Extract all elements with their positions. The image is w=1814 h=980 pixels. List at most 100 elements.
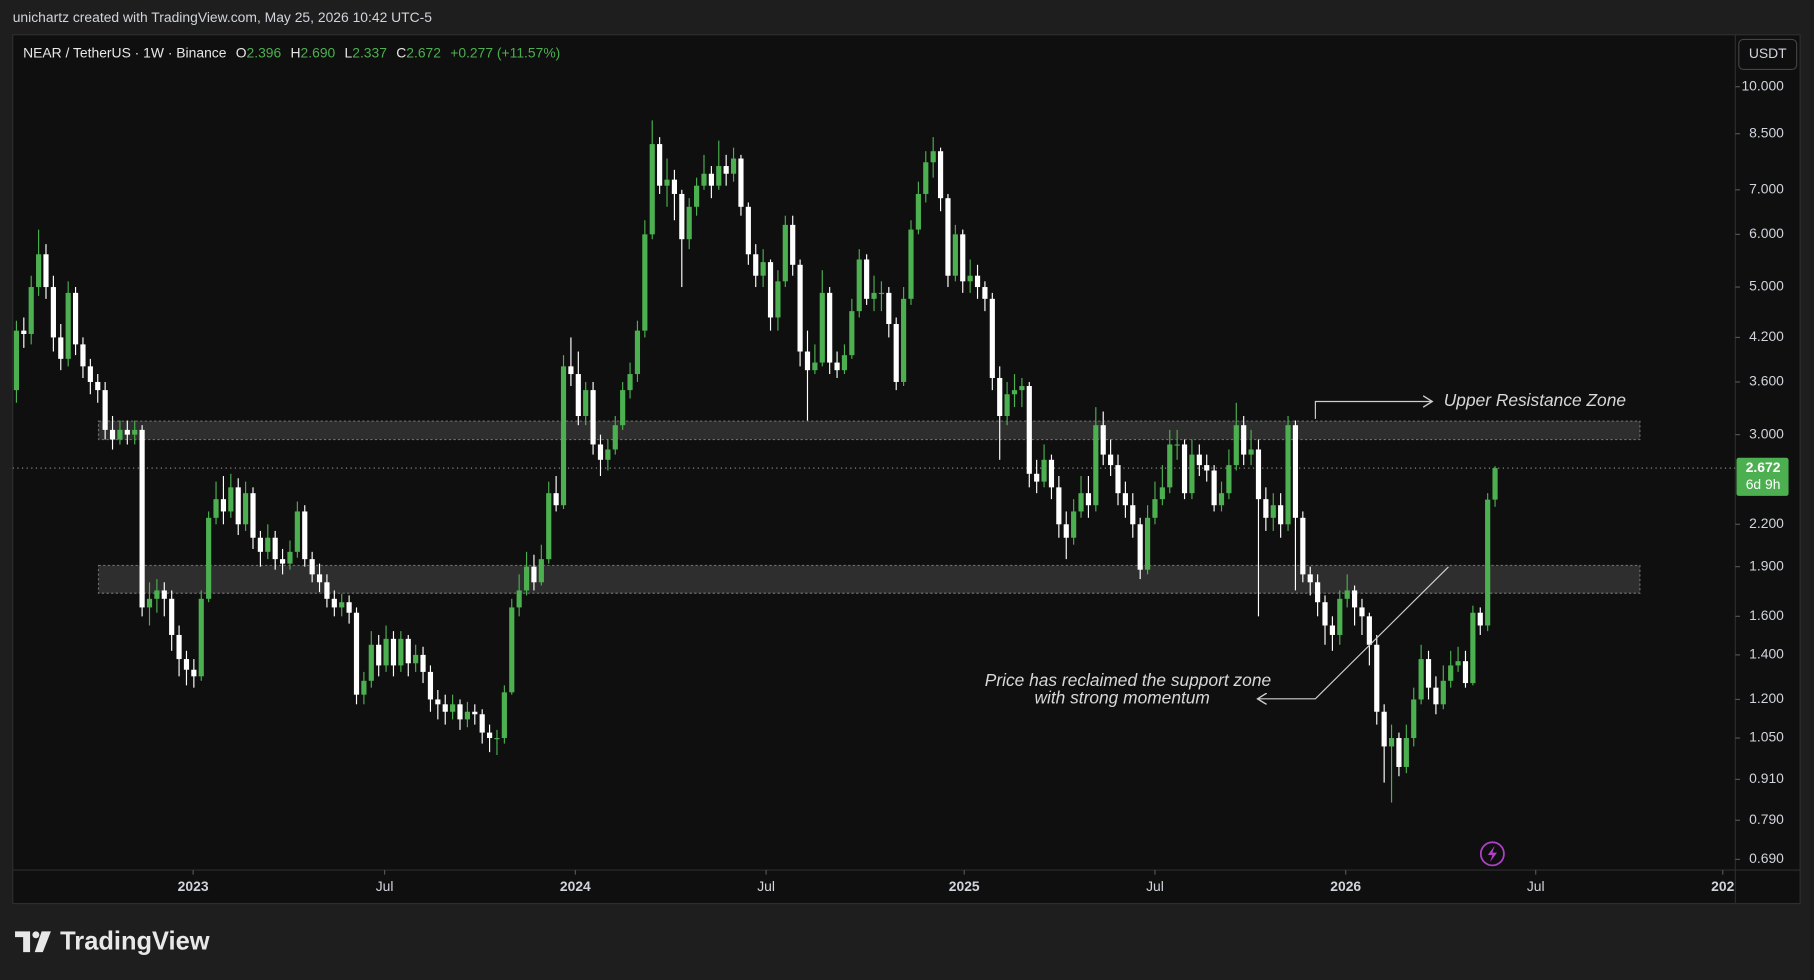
candle-body: [324, 582, 330, 599]
candle-body: [169, 598, 175, 635]
candle-body: [1448, 665, 1454, 681]
candle-body: [583, 390, 589, 417]
candle-body: [361, 680, 367, 695]
candle-body: [1063, 524, 1069, 538]
x-tick-label: 2026: [1330, 878, 1361, 894]
candle-body: [220, 499, 227, 512]
candle-body: [228, 487, 234, 512]
candle-body: [1255, 449, 1262, 500]
candle-body: [95, 381, 101, 391]
candle-body: [812, 362, 818, 371]
candle-body: [309, 559, 315, 575]
candle-body: [864, 259, 870, 299]
x-tick-label: 2024: [560, 878, 591, 894]
candle-body: [982, 287, 988, 299]
y-tick-label: 10.000: [1741, 77, 1784, 93]
candle-body: [1093, 425, 1099, 506]
candle-body: [1403, 738, 1409, 767]
x-tick-label: 2025: [949, 878, 980, 894]
candle-body: [80, 344, 86, 367]
candle-body: [679, 193, 685, 240]
candle-body: [1071, 511, 1077, 538]
candle-body: [620, 390, 626, 426]
zone: [97, 564, 1641, 594]
candle-body: [1381, 711, 1387, 747]
candle-body: [1034, 473, 1040, 482]
alert-bolt[interactable]: [1487, 845, 1498, 862]
annotations: Upper Resistance Zone Price has reclaime…: [985, 390, 1626, 707]
ohlc-key: C: [396, 44, 406, 60]
candle-body: [560, 366, 567, 506]
candle-body: [960, 234, 966, 282]
candle-body: [1115, 465, 1121, 494]
candle-body: [1233, 425, 1239, 466]
candle-body: [827, 292, 833, 363]
change: +0.277 (+11.57%): [450, 44, 560, 60]
candle-body: [915, 193, 921, 230]
logo-shape: [34, 931, 51, 953]
time-axis: 2023 Jul 2024 Jul 2025 Jul 2026 Jul 202: [178, 870, 1735, 894]
candle-body: [50, 287, 56, 338]
candle-body: [353, 612, 360, 695]
y-tick-label: 7.000: [1749, 180, 1784, 196]
candle-body: [1492, 468, 1498, 500]
candle-body: [479, 714, 485, 733]
candle-body: [250, 493, 256, 538]
candle-body: [1248, 449, 1254, 455]
x-tick-label: Jul: [376, 878, 394, 894]
y-tick-label: 1.200: [1749, 690, 1784, 706]
candle-body: [553, 493, 559, 506]
y-tick-label: 1.050: [1749, 729, 1784, 745]
y-tick-label: 1.600: [1749, 607, 1784, 623]
candle-body: [1048, 459, 1055, 488]
logo-shape: [15, 931, 31, 953]
symbol: NEAR / TetherUS · 1W · Binance: [23, 44, 227, 60]
candle-body: [738, 158, 744, 207]
candle-body: [1204, 465, 1210, 471]
annotation: with strong momentum: [1034, 687, 1209, 707]
candle-body: [405, 638, 411, 664]
y-tick-label: 2.200: [1749, 515, 1784, 531]
candle-body: [279, 559, 286, 564]
candle-body: [1041, 459, 1047, 482]
candle-body: [590, 390, 596, 445]
plot: [12, 120, 1736, 803]
candle-body: [723, 166, 729, 174]
candle-body: [974, 275, 981, 288]
candle-body: [1004, 394, 1010, 417]
currency-button[interactable]: [1738, 38, 1798, 71]
candle-body: [1152, 499, 1158, 518]
candle-body: [1455, 661, 1461, 666]
candle-body: [413, 654, 419, 664]
alert-circle[interactable]: [1479, 841, 1505, 867]
legend-text: NEAR / TetherUS · 1W · Binance O2.396 H2.6…: [23, 44, 560, 60]
annotation: Upper Resistance Zone: [1444, 390, 1626, 410]
candle-body: [546, 493, 552, 560]
candle-body: [952, 234, 958, 276]
y-tick-label: 6.000: [1749, 225, 1784, 241]
candle-body: [775, 281, 781, 318]
candle-body: [1011, 390, 1018, 395]
candle-body: [1485, 499, 1491, 626]
x-tick-label: Jul: [1146, 878, 1164, 894]
candle-body: [1019, 386, 1025, 391]
candle-body: [716, 166, 722, 186]
ohlc-key: H: [291, 44, 301, 60]
candle-body: [72, 292, 79, 345]
candle-body: [893, 323, 899, 382]
candle-body: [457, 704, 463, 720]
candle-body: [213, 499, 219, 518]
candle-body: [819, 292, 825, 363]
candle-body: [13, 330, 20, 391]
candle-body: [1108, 454, 1114, 466]
candle-body: [427, 671, 434, 700]
ohlc-key: O: [236, 44, 247, 60]
candle-body: [472, 711, 478, 715]
candle-body: [1181, 444, 1188, 494]
candle-body: [708, 173, 714, 186]
currency[interactable]: USDT: [1749, 45, 1787, 61]
candle-body: [1196, 454, 1202, 466]
candle-body: [316, 574, 323, 583]
alert-icon[interactable]: [1479, 841, 1505, 867]
